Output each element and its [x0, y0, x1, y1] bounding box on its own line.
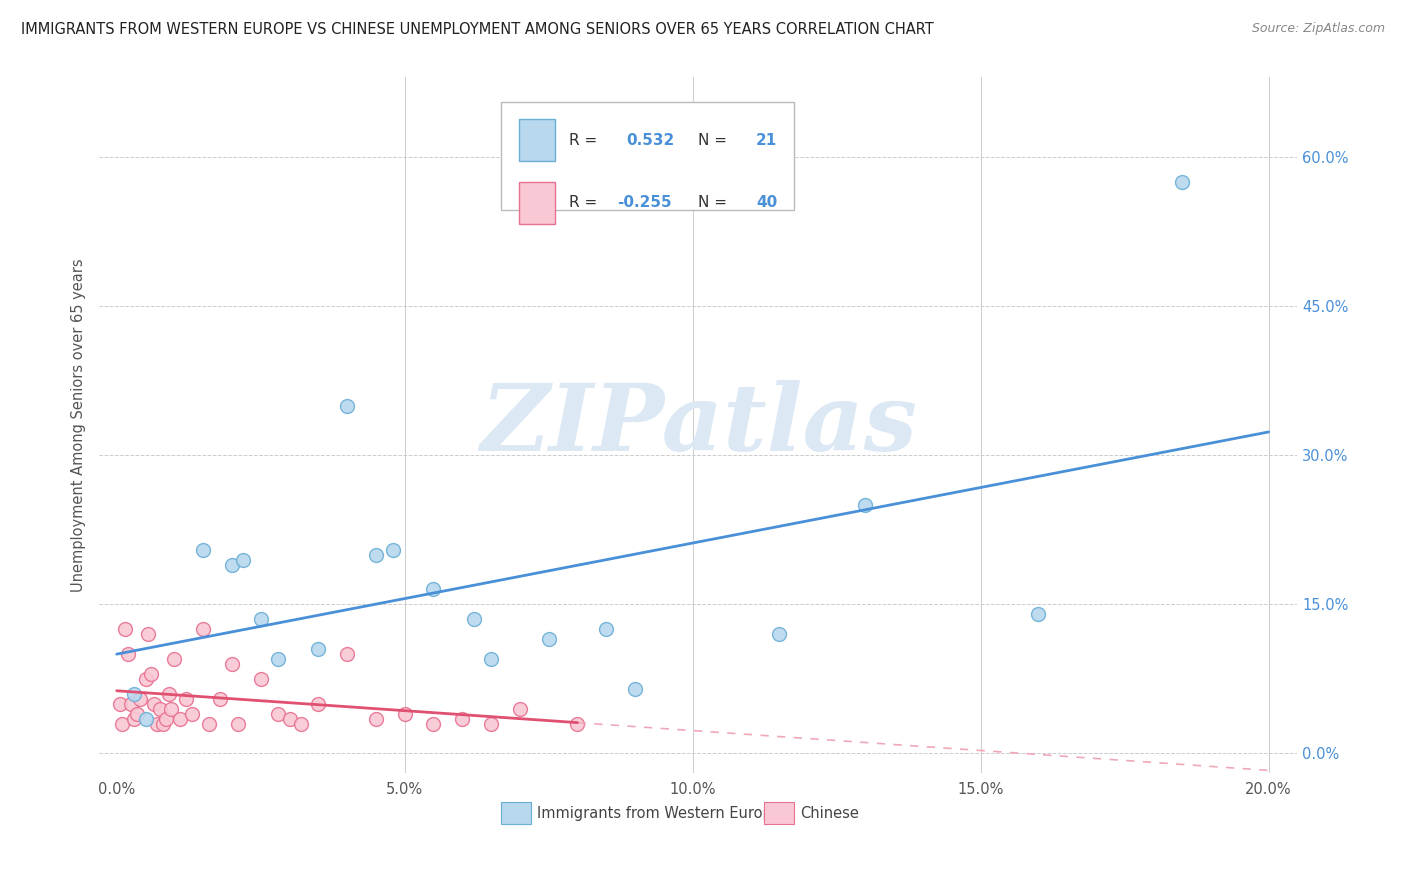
Point — [122, 687, 145, 701]
Text: 40: 40 — [756, 195, 778, 211]
Point — [198, 716, 221, 731]
Point — [125, 706, 148, 721]
Text: -0.255: -0.255 — [617, 195, 672, 211]
Text: N =: N = — [699, 133, 733, 147]
Point — [463, 612, 485, 626]
Point — [595, 622, 617, 636]
Y-axis label: Unemployment Among Seniors over 65 years: Unemployment Among Seniors over 65 years — [72, 259, 86, 592]
Point — [134, 712, 156, 726]
Point — [160, 702, 183, 716]
Text: R =: R = — [569, 195, 602, 211]
Point — [336, 647, 359, 661]
Point — [364, 548, 387, 562]
FancyBboxPatch shape — [765, 802, 794, 824]
Point — [191, 542, 214, 557]
Point — [163, 652, 186, 666]
Point — [267, 652, 290, 666]
Point — [1026, 607, 1049, 622]
Text: ZIPatlas: ZIPatlas — [479, 380, 917, 470]
Point — [382, 542, 405, 557]
Point — [422, 716, 444, 731]
Text: IMMIGRANTS FROM WESTERN EUROPE VS CHINESE UNEMPLOYMENT AMONG SENIORS OVER 65 YEA: IMMIGRANTS FROM WESTERN EUROPE VS CHINES… — [21, 22, 934, 37]
Point — [537, 632, 560, 647]
Point — [394, 706, 416, 721]
Text: Source: ZipAtlas.com: Source: ZipAtlas.com — [1251, 22, 1385, 36]
Point — [157, 687, 180, 701]
Point — [422, 582, 444, 597]
Point — [191, 622, 214, 636]
Point — [278, 712, 301, 726]
Point — [117, 647, 139, 661]
FancyBboxPatch shape — [519, 120, 555, 161]
Point — [138, 627, 160, 641]
Text: Chinese: Chinese — [800, 805, 859, 821]
Point — [149, 702, 172, 716]
Point — [111, 716, 134, 731]
Point — [307, 642, 329, 657]
FancyBboxPatch shape — [519, 182, 555, 224]
Text: Immigrants from Western Europe: Immigrants from Western Europe — [537, 805, 780, 821]
Text: 0.532: 0.532 — [627, 133, 675, 147]
Point — [307, 697, 329, 711]
Point — [479, 652, 502, 666]
Point — [152, 716, 174, 731]
Point — [226, 716, 249, 731]
Point — [155, 712, 177, 726]
Point — [174, 691, 197, 706]
Text: R =: R = — [569, 133, 602, 147]
Point — [768, 627, 790, 641]
Point — [141, 667, 163, 681]
Point — [624, 681, 647, 696]
Point — [1171, 175, 1194, 189]
Point — [249, 612, 271, 626]
Point — [134, 672, 156, 686]
Point — [169, 712, 191, 726]
Point — [267, 706, 290, 721]
Point — [336, 399, 359, 413]
Point — [451, 712, 474, 726]
Point — [221, 657, 243, 671]
Point — [364, 712, 387, 726]
Point — [509, 702, 531, 716]
Point — [232, 552, 254, 566]
FancyBboxPatch shape — [501, 102, 794, 210]
Point — [567, 716, 589, 731]
Point — [120, 697, 142, 711]
Point — [143, 697, 166, 711]
Text: 21: 21 — [756, 133, 778, 147]
Point — [209, 691, 232, 706]
Point — [479, 716, 502, 731]
Point — [221, 558, 243, 572]
Text: N =: N = — [699, 195, 733, 211]
Point — [146, 716, 169, 731]
Point — [249, 672, 271, 686]
Point — [855, 498, 877, 512]
Point — [114, 622, 136, 636]
Point — [180, 706, 202, 721]
Point — [290, 716, 312, 731]
Point — [128, 691, 150, 706]
FancyBboxPatch shape — [501, 802, 530, 824]
Point — [122, 712, 145, 726]
Point — [108, 697, 131, 711]
